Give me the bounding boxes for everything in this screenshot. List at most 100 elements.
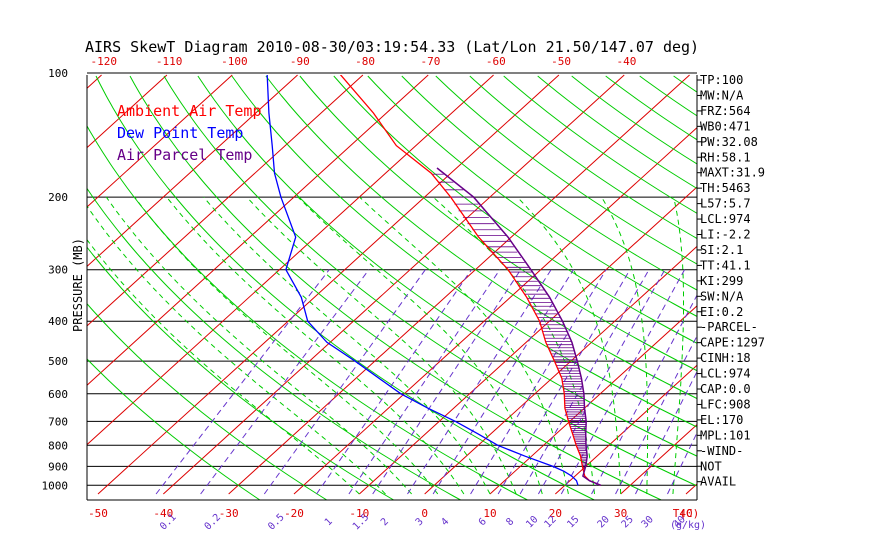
isotherm-line	[86, 74, 102, 89]
top-temp-tick-label: -100	[221, 55, 248, 68]
pressure-tick-label: 700	[48, 415, 68, 428]
legend: Ambient Air Temp Dew Point Temp Air Parcel…	[117, 102, 262, 164]
isotherm-line	[620, 424, 698, 495]
mixing-ratio-line	[615, 335, 698, 495]
dry-adiabat-line	[776, 76, 870, 500]
moist-adiabat-line	[87, 205, 386, 495]
index-label: CINH:18	[700, 351, 751, 365]
mixing-ratio-tick-label: 20	[596, 514, 612, 530]
index-label: MPL:101	[700, 428, 751, 442]
ambient-temp-line	[339, 75, 602, 486]
mixing-ratio-tick-label: 2	[379, 516, 391, 528]
dry-adiabat-line	[367, 75, 697, 317]
moist-adiabat-line	[87, 238, 360, 495]
dry-adiabat-line	[231, 75, 697, 428]
top-temp-tick-label: -120	[91, 55, 118, 68]
isotherm-line	[358, 186, 698, 495]
pressure-tick-label: 600	[48, 388, 68, 401]
dry-adiabat-line	[265, 75, 697, 400]
index-label: CAPE:1297	[700, 336, 765, 350]
moist-adiabat-line	[297, 196, 543, 495]
index-label: RH:58.1	[700, 150, 751, 164]
dry-adiabat-line	[503, 75, 697, 214]
index-label: MAXT:31.9	[700, 166, 765, 180]
top-temp-tick-label: -60	[486, 55, 506, 68]
top-temp-tick-label: -70	[420, 55, 440, 68]
index-label: AVAIL	[700, 475, 736, 489]
isotherm-line	[685, 483, 698, 495]
profiles-layer	[266, 75, 602, 486]
isotherm-line	[86, 74, 168, 149]
mixing-ratio-line	[470, 269, 607, 495]
index-label: FRZ:564	[700, 104, 751, 118]
isotherm-line	[228, 74, 690, 495]
moist-adiabat-line	[672, 196, 684, 495]
pressure-tick-label: 500	[48, 355, 68, 368]
index-label: LFC:908	[700, 397, 751, 411]
legend-ambient-temp: Ambient Air Temp	[117, 102, 262, 120]
moist-adiabat-line	[601, 196, 649, 494]
index-label: SW:N/A	[700, 289, 744, 303]
mixing-ratio-line	[560, 269, 685, 495]
index-label: LCL:974	[700, 367, 751, 381]
index-label: SI:2.1	[700, 243, 743, 257]
index-label: LCL:974	[700, 212, 751, 226]
legend-dewpoint-temp: Dew Point Temp	[117, 124, 243, 142]
mixing-ratio-tick-label: 15	[565, 514, 581, 530]
dry-adiabat-line	[299, 75, 697, 372]
pressure-tick-label: 100	[48, 67, 68, 80]
moist-adiabat-line	[246, 196, 517, 495]
dry-adiabat-line	[742, 76, 870, 500]
pressure-tick-label: 200	[48, 191, 68, 204]
dry-adiabat-line	[844, 76, 870, 500]
isotherm-line	[424, 246, 698, 495]
dry-adiabat-line	[469, 75, 697, 240]
moist-adiabat-line	[359, 196, 569, 495]
bottom-temp-tick-label: 0	[421, 507, 428, 520]
moist-adiabat-line	[203, 196, 491, 495]
mixing-ratio-unit-label: (g/kg)	[670, 520, 706, 531]
moist-adiabat-line	[166, 196, 465, 495]
y-axis-label: PRESSURE (MB)	[71, 238, 85, 332]
bottom-temp-tick-label: -20	[284, 507, 304, 520]
dry-adiabat-line	[197, 75, 697, 457]
bottom-temp-tick-label: -10	[349, 507, 369, 520]
bottom-temp-tick-label: -50	[88, 507, 108, 520]
isotherm-line	[86, 74, 298, 267]
legend-parcel-temp: Air Parcel Temp	[117, 146, 252, 164]
dry-adiabat-line	[810, 76, 870, 500]
index-label: EI:0.2	[700, 305, 743, 319]
dry-adiabat-line	[129, 75, 662, 500]
bottom-temp-tick-label: 40	[679, 507, 692, 520]
x-axis-label: T(C)	[673, 507, 700, 520]
index-label: CAP:0.0	[700, 382, 751, 396]
mixing-ratio-line	[348, 269, 501, 495]
index-label: EL:170	[700, 413, 743, 427]
index-label: TT:41.1	[700, 258, 751, 272]
mixing-ratio-tick-label: 8	[504, 516, 516, 528]
dry-adiabat-line	[401, 75, 697, 291]
mixing-ratio-line	[316, 269, 472, 495]
isotherm-line	[86, 74, 364, 327]
top-temp-tick-label: -110	[156, 55, 183, 68]
index-label: KI:299	[700, 274, 743, 288]
dry-adiabat-line	[87, 358, 261, 500]
index-label: TP:100	[700, 73, 743, 87]
moist-adiabat-line	[134, 196, 439, 495]
isotherm-line	[489, 305, 698, 495]
mixing-ratio-tick-label: 1	[323, 516, 335, 528]
dry-adiabat-line	[435, 75, 697, 265]
pressure-tick-label: 400	[48, 315, 68, 328]
mixing-ratio-tick-label: 30	[640, 514, 656, 530]
pressure-tick-label: 1000	[42, 479, 69, 492]
index-label: L57:5.7	[700, 197, 751, 211]
mixing-ratio-tick-label: 10	[524, 514, 540, 530]
dry-adiabat-line	[537, 75, 697, 190]
index-label: PW:32.08	[700, 135, 758, 149]
moist-adiabat-line	[105, 196, 412, 495]
dry-adiabat-line	[163, 75, 697, 487]
index-label: TH:5463	[700, 181, 751, 195]
index-label: NOT	[700, 459, 722, 473]
